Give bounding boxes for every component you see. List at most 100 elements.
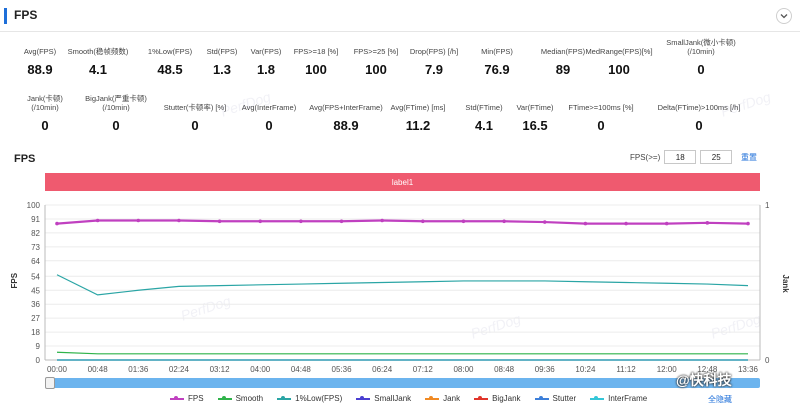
fps-threshold-input-1[interactable] [664,150,697,164]
y-tick-label: 0 [36,356,41,365]
stat-cell: FPS>=18 [%] 100 [271,38,361,77]
fps-chart[interactable]: 0 9 18 27 36 45 54 64 73 82 91 100 0 1 FPS Jank 00:00 00:… [0,195,800,377]
stat-label: MedRange(FPS)[%] [585,47,653,56]
stat-label: Std(FPS) [206,47,238,56]
stat-cell: 1%Low(FPS) 48.5 [125,38,215,77]
stat-label: FPS>=18 [%] [293,47,339,56]
y-tick-label: 54 [31,272,40,281]
stat-label: Avg(FPS) [23,47,57,56]
scroll-handle[interactable] [45,377,55,389]
stat-cell: Avg(FPS+InterFrame) 88.9 [301,94,391,133]
legend-item[interactable]: 1%Low(FPS) [277,394,342,403]
legend-item[interactable]: SmallJank [356,394,411,403]
chevron-down-icon [780,14,788,19]
label-bar[interactable]: label1 [45,173,760,191]
stat-cell: Smooth(稳帧频数) 4.1 [53,38,143,77]
legend-item[interactable]: Stutter [534,394,577,403]
stat-label: Min(FPS) [481,47,513,56]
fps-point [664,221,669,226]
time-scrollbar[interactable] [45,377,760,389]
stat-value: 0 [695,118,703,133]
legend-label: Smooth [235,394,264,403]
x-tick-label: 07:12 [413,365,434,374]
legend-label: Stutter [552,394,577,403]
stat-cell: Var(FTime) 16.5 [490,94,580,133]
y-axis-label: FPS [10,272,19,288]
stat-label: FTime>=100ms [%] [568,103,634,112]
stat-value: 4.1 [474,118,494,133]
legend-item[interactable]: Jank [425,394,460,403]
stat-label: Jank(卡顿) (/10min) [27,94,63,112]
stat-cell: Var(FPS) 1.8 [221,38,311,77]
x-tick-label: 06:24 [372,365,393,374]
legend-swatch [425,395,440,400]
legend-swatch [217,395,232,400]
legend-label: BigJank [492,394,521,403]
stat-label: Avg(InterFrame) [241,103,297,112]
legend-swatch [170,395,184,400]
stat-value: 89 [555,62,571,77]
x-tick-label: 12:00 [657,365,678,374]
stat-value: 11.2 [405,118,431,133]
legend-item[interactable]: Smooth [217,394,264,403]
legend-item[interactable]: BigJank [474,394,521,403]
stat-cell: BigJank(严重卡顿) (/10min) 0 [71,94,161,133]
fps-point [542,220,547,224]
y-tick-label: 18 [31,328,40,337]
stat-value: 16.5 [522,118,548,133]
y-tick-label: 82 [31,229,40,238]
x-tick-label: 12:48 [697,365,718,374]
legend-label: InterFrame [608,394,648,403]
x-tick-label: 10:24 [575,365,596,374]
fps-threshold-input-2[interactable] [700,150,733,164]
y-tick-label: 64 [31,257,40,266]
panel-accent-bar [4,8,7,24]
legend-item[interactable]: InterFrame [590,394,647,403]
stat-cell: Avg(FTime) [ms] 11.2 [373,94,463,133]
y-tick-label: 27 [31,314,40,323]
stat-cell: FPS>=25 [%] 100 [331,38,421,77]
fps-point [421,219,425,224]
stat-label: Var(FPS) [250,47,282,56]
stat-label: Avg(FPS+InterFrame) [309,103,383,112]
fps-point [95,218,100,223]
fps-point [217,219,222,224]
legend-label: 1%Low(FPS) [295,394,343,403]
stat-label: Var(FTime) [516,103,554,112]
stat-value: 0 [191,118,199,133]
stat-label: BigJank(严重卡顿) (/10min) [85,94,147,112]
stat-cell: Std(FPS) 1.3 [177,38,267,77]
x-tick-label: 09:36 [535,365,556,374]
series-line-fps [56,219,749,225]
stat-cell: Drop(FPS) [/h] 7.9 [389,38,479,77]
fps-threshold-group: FPS(>=) [630,150,733,164]
chart-legend: FPS Smooth 1%Low(FPS) SmallJank Jank BigJank S… [170,394,647,403]
stat-value: 76.9 [484,62,510,77]
stat-cell: Std(FTime) 4.1 [439,94,529,133]
y-tick-label: 9 [36,342,41,351]
stat-value: 7.9 [424,62,444,77]
y-tick-label: 73 [31,243,40,252]
fps-point [380,218,384,223]
y2-tick-label: 0 [765,356,770,365]
hide-all-link[interactable]: 全隐藏 [708,395,732,404]
corner-watermark: @快科技 [676,372,732,388]
stat-label: Stutter(卡顿率) [%] [163,103,227,112]
x-tick-label: 04:00 [250,365,271,374]
fps-point [299,219,303,224]
y-tick-label: 36 [31,300,40,309]
collapse-button[interactable] [776,8,792,24]
series-line-smooth [56,351,748,355]
legend-item[interactable]: FPS [170,394,204,403]
fps-point [55,221,59,226]
fps-threshold-label: FPS(>=) [630,152,661,162]
legend-label: FPS [188,394,204,403]
legend-swatch [590,395,605,400]
stat-label: Avg(FTime) [ms] [390,103,446,112]
legend-swatch [277,395,292,400]
fps-point [461,219,466,224]
stat-value: 100 [608,62,630,77]
legend-swatch [534,395,549,400]
fps-point [258,219,263,224]
reset-link[interactable]: 重置 [741,153,757,162]
